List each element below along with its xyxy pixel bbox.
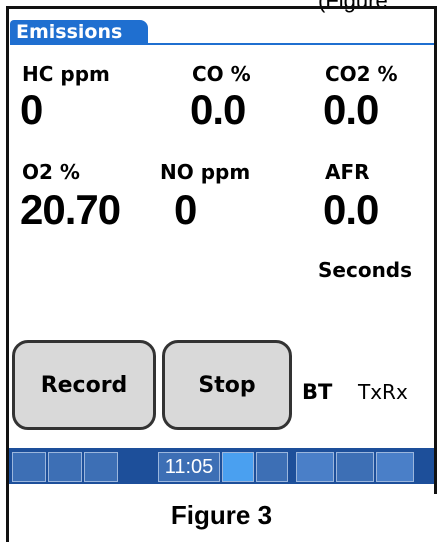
caption: Figure 3	[0, 500, 443, 531]
bluetooth-icon[interactable]	[256, 452, 288, 482]
reading-label: AFR	[325, 160, 370, 184]
bt-status: BT	[302, 380, 332, 404]
clock[interactable]: 11:05	[158, 452, 220, 482]
reading-label: CO %	[192, 62, 251, 86]
rotate-icon[interactable]	[376, 452, 414, 482]
input-icon[interactable]	[336, 452, 374, 482]
frame-top	[9, 6, 434, 9]
reading-label: O2 %	[22, 160, 80, 184]
title-rule	[10, 43, 434, 45]
reading-value: 0	[20, 86, 42, 134]
reading-label: CO2 %	[325, 62, 398, 86]
menu-icon[interactable]	[84, 452, 118, 482]
frame-right	[434, 6, 437, 494]
reading-value: 20.70	[20, 186, 120, 234]
alert-icon[interactable]	[222, 452, 254, 482]
reading-value: 0.0	[323, 86, 378, 134]
reading-label: NO ppm	[160, 160, 250, 184]
reading-value: 0	[174, 186, 196, 234]
stop-button[interactable]: Stop	[162, 340, 292, 430]
home-icon[interactable]	[12, 452, 46, 482]
reading-label: HC ppm	[22, 62, 110, 86]
page: (Figure Emissions HC ppm CO % CO2 % 0 0.…	[0, 0, 443, 542]
reading-value: 0.0	[323, 186, 378, 234]
txrx-status: TxRx	[358, 380, 408, 404]
graffiti-icon[interactable]	[296, 452, 334, 482]
record-button[interactable]: Record	[12, 340, 156, 430]
reading-value: 0.0	[190, 86, 245, 134]
seconds-label: Seconds	[318, 258, 412, 282]
title-tab: Emissions	[10, 20, 148, 45]
find-icon[interactable]	[48, 452, 82, 482]
